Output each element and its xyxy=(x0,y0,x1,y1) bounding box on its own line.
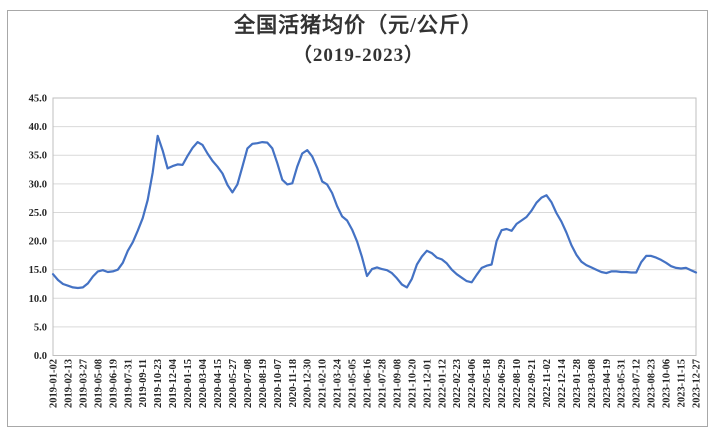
chart-title: 全国活猪均价（元/公斤） xyxy=(234,13,483,37)
x-axis-tick-label: 2020-05-27 xyxy=(228,359,239,408)
x-axis-tick-label: 2022-05-18 xyxy=(482,359,493,408)
plot-border xyxy=(52,97,697,356)
x-axis-tick-label: 2021-12-01 xyxy=(422,359,433,408)
y-axis-tick-label: 10.0 xyxy=(29,294,47,305)
x-axis-tick-label: 2021-10-20 xyxy=(407,359,418,408)
x-axis-tick-label: 2020-12-30 xyxy=(303,359,314,408)
x-axis-tick-label: 2019-10-23 xyxy=(153,359,164,408)
y-axis-tick-label: 20.0 xyxy=(29,237,47,248)
x-axis-tick-label: 2019-01-02 xyxy=(49,359,60,408)
x-axis-tick-label: 2020-01-15 xyxy=(183,359,194,408)
x-axis-tick-label: 2020-10-07 xyxy=(273,359,284,408)
x-axis-tick-label: 2020-07-08 xyxy=(243,359,254,408)
chart-subtitle: （2019-2023） xyxy=(292,45,425,66)
price-line-series xyxy=(51,134,698,290)
y-axis-tick-label: 30.0 xyxy=(29,179,47,190)
x-axis-tick-label: 2020-11-18 xyxy=(288,359,299,407)
x-axis-tick-label: 2023-05-31 xyxy=(617,359,628,408)
y-axis-tick-label: 5.0 xyxy=(34,322,47,333)
x-axis-tick-label: 2021-03-24 xyxy=(333,358,344,408)
x-axis-tick-label: 2021-09-08 xyxy=(392,359,403,408)
y-axis-tick-label: 15.0 xyxy=(29,265,47,276)
x-axis-tick-label: 2020-03-04 xyxy=(198,358,209,408)
x-axis-tick-label: 2023-11-15 xyxy=(677,359,688,407)
x-axis-tick-label: 2022-12-14 xyxy=(557,358,568,408)
x-axis-tick-label: 2022-02-23 xyxy=(452,359,463,408)
y-axis-tick-label: 45.0 xyxy=(29,94,47,105)
x-axis-tick-label: 2023-03-08 xyxy=(587,359,598,408)
x-axis-tick-label: 2019-02-13 xyxy=(63,359,74,408)
x-axis-tick-label: 2019-06-19 xyxy=(108,359,119,408)
x-axis-tick-label: 2021-07-28 xyxy=(377,359,388,408)
chart-frame xyxy=(7,10,708,427)
x-axis-tick-label: 2023-04-19 xyxy=(602,359,613,408)
x-axis-tick-label: 2019-03-27 xyxy=(78,359,89,408)
x-axis-tick-label: 2023-01-28 xyxy=(572,359,583,408)
x-axis-tick-label: 2021-06-16 xyxy=(363,359,374,408)
x-axis-tick-label: 2022-11-02 xyxy=(542,359,553,407)
y-axis-tick-label: 0.0 xyxy=(34,351,47,362)
x-axis-tick-label: 2019-05-08 xyxy=(93,359,104,408)
x-axis-tick-label: 2022-09-21 xyxy=(527,359,538,408)
x-axis-tick-label: 2022-01-12 xyxy=(437,359,448,408)
x-axis-tick-label: 2023-08-23 xyxy=(647,359,658,408)
y-axis-tick-label: 25.0 xyxy=(29,208,47,219)
x-axis-tick-label: 2019-07-31 xyxy=(123,359,134,408)
x-axis-tick-label: 2020-04-15 xyxy=(213,359,224,408)
x-axis-tick-label: 2023-10-06 xyxy=(662,359,673,408)
y-axis-tick-label: 35.0 xyxy=(29,151,47,162)
x-axis-tick-label: 2023-12-27 xyxy=(692,359,703,408)
x-axis-tick-label: 2020-08-19 xyxy=(258,359,269,408)
x-axis-tick-label: 2022-06-29 xyxy=(497,359,508,408)
x-axis-tick-label: 2023-07-12 xyxy=(632,359,643,408)
x-axis-tick-label: 2019-12-04 xyxy=(168,358,179,408)
x-axis-tick-label: 2022-08-10 xyxy=(512,359,523,408)
x-axis-tick-label: 2019-09-11 xyxy=(138,359,149,407)
x-axis-tick-label: 2022-04-06 xyxy=(467,359,478,408)
x-axis-tick-label: 2021-02-10 xyxy=(318,359,329,408)
y-axis-tick-label: 40.0 xyxy=(29,122,47,133)
x-axis-tick-label: 2021-05-05 xyxy=(348,359,359,408)
